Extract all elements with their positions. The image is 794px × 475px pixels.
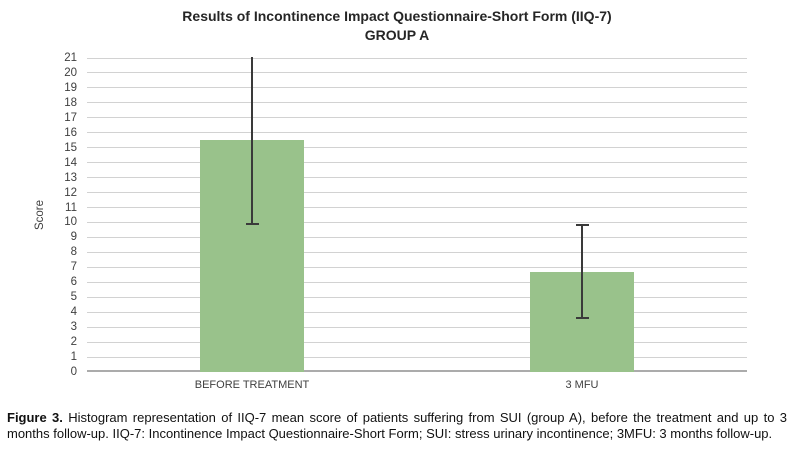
y-tick-label: 19 xyxy=(64,81,77,94)
y-tick-label: 1 xyxy=(70,351,77,364)
gridline xyxy=(87,117,747,119)
figure-caption-text: Histogram representation of IIQ-7 mean s… xyxy=(7,410,787,441)
y-tick-label: 5 xyxy=(70,291,77,304)
gridline xyxy=(87,192,747,194)
gridline xyxy=(87,221,747,223)
y-tick-label: 13 xyxy=(64,171,77,184)
gridline xyxy=(87,341,747,343)
error-bar-line xyxy=(581,225,583,319)
error-bar-upper-cap xyxy=(575,224,589,227)
y-tick-label: 15 xyxy=(64,141,77,154)
y-tick-label: 3 xyxy=(70,321,77,334)
chart-title-line1: Results of Incontinence Impact Questionn… xyxy=(182,8,612,24)
gridline xyxy=(87,87,747,89)
gridline xyxy=(87,102,747,104)
error-bar-lower-cap xyxy=(245,222,259,225)
y-tick-label: 2 xyxy=(70,336,77,349)
y-tick-label: 18 xyxy=(64,96,77,109)
chart-title-line2: GROUP A xyxy=(364,27,430,43)
gridline xyxy=(87,57,747,59)
gridline xyxy=(87,147,747,149)
y-tick-label: 0 xyxy=(70,366,77,378)
y-tick-label: 14 xyxy=(64,156,77,169)
gridline xyxy=(87,281,747,283)
x-category-label: BEFORE TREATMENT xyxy=(194,379,310,391)
x-axis-line xyxy=(87,370,747,372)
y-tick-label: 12 xyxy=(64,186,77,199)
error-bar-line xyxy=(251,56,253,224)
gridline xyxy=(87,311,747,313)
gridline xyxy=(87,236,747,238)
y-tick-label: 7 xyxy=(70,261,77,274)
plot-area: 0 1 2 3 4 5 6 7 8 9 10 11 12 13 14 15 16 17 18 19 20 21 BEFORE… xyxy=(64,52,747,391)
chart-title: Results of Incontinence Impact Questionn… xyxy=(0,7,794,45)
error-bar-lower-cap xyxy=(575,317,589,320)
figure-caption: Figure 3. Histogram representation of II… xyxy=(7,410,787,442)
gridline xyxy=(87,251,747,253)
y-tick-label: 17 xyxy=(64,111,77,124)
gridline xyxy=(87,132,747,134)
y-tick-label: 6 xyxy=(70,276,77,289)
gridline xyxy=(87,72,747,74)
gridline xyxy=(87,356,747,358)
y-tick-label: 8 xyxy=(70,246,77,259)
y-tick-label: 9 xyxy=(70,231,77,244)
figure-caption-label: Figure 3. xyxy=(7,410,63,425)
y-tick-label: 4 xyxy=(70,306,77,319)
x-category-label: 3 MFU xyxy=(565,379,599,391)
gridline xyxy=(87,326,747,328)
y-tick-label: 11 xyxy=(65,201,77,214)
gridline xyxy=(87,162,747,164)
y-tick-label: 10 xyxy=(64,216,77,229)
gridline xyxy=(87,296,747,298)
gridline xyxy=(87,266,747,268)
y-tick-label: 20 xyxy=(64,66,77,79)
y-tick-label: 16 xyxy=(64,126,77,139)
gridline xyxy=(87,177,747,179)
y-tick-label: 21 xyxy=(64,52,77,64)
gridline xyxy=(87,207,747,209)
